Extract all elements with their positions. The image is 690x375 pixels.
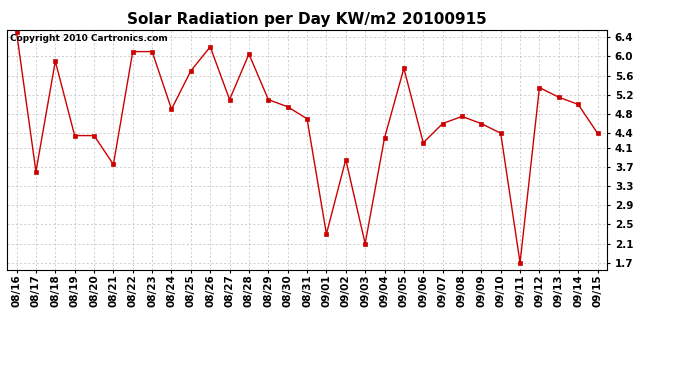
Title: Solar Radiation per Day KW/m2 20100915: Solar Radiation per Day KW/m2 20100915 — [127, 12, 487, 27]
Text: Copyright 2010 Cartronics.com: Copyright 2010 Cartronics.com — [10, 34, 168, 43]
